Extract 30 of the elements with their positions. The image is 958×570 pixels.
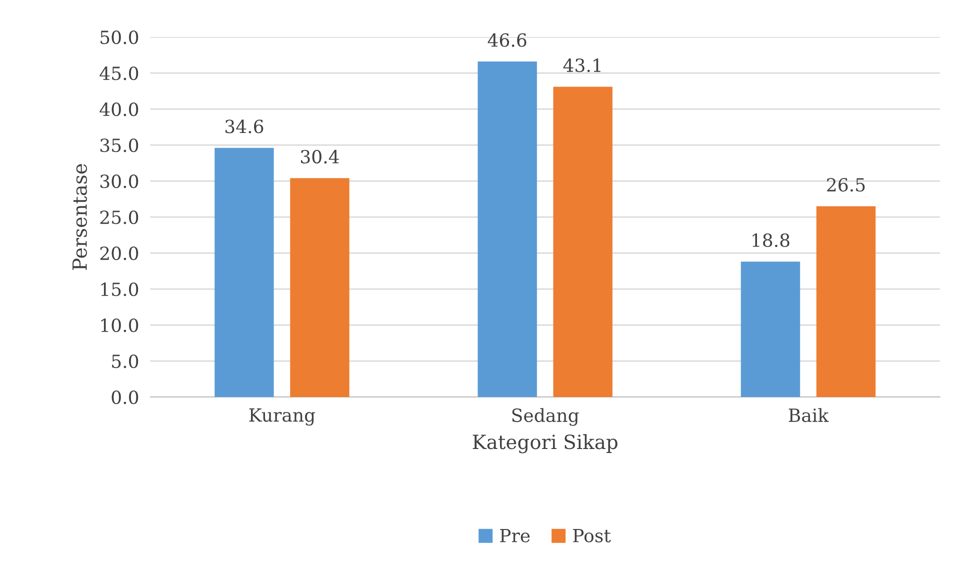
data-label: 43.1 bbox=[563, 58, 600, 72]
data-label: 30.4 bbox=[301, 150, 339, 164]
bar bbox=[816, 206, 876, 398]
y-tick-label: 15.0 bbox=[101, 282, 138, 296]
x-tick-label: Baik bbox=[788, 408, 829, 422]
x-tick-label: Kurang bbox=[249, 408, 316, 426]
data-label: 18.8 bbox=[752, 233, 790, 248]
y-tick-label: 30.0 bbox=[100, 174, 138, 188]
y-tick-label: 25.0 bbox=[100, 210, 138, 224]
legend-label: Post bbox=[573, 528, 611, 542]
data-label: 26.5 bbox=[827, 178, 865, 192]
y-tick-label: 20.0 bbox=[100, 246, 138, 260]
y-tick-label: 5.0 bbox=[112, 354, 138, 368]
y-tick-label: 45.0 bbox=[100, 66, 138, 80]
x-tick-label: Sedang bbox=[512, 408, 579, 426]
bar bbox=[478, 62, 537, 398]
y-tick-label: 35.0 bbox=[100, 138, 138, 152]
x-axis-title: Kategori Sikap bbox=[472, 434, 618, 454]
bar bbox=[290, 178, 350, 398]
bar bbox=[740, 262, 800, 398]
data-label: 34.6 bbox=[225, 120, 264, 134]
bar bbox=[214, 148, 274, 398]
y-tick-label: 10.0 bbox=[101, 318, 138, 332]
data-label: 46.6 bbox=[488, 33, 526, 47]
y-tick-label: 0.0 bbox=[112, 390, 138, 404]
y-tick-label: 40.0 bbox=[100, 102, 138, 116]
legend-label: Pre bbox=[500, 528, 530, 542]
y-tick-label: 50.0 bbox=[100, 30, 138, 44]
y-axis-title: Persentase bbox=[72, 164, 87, 270]
bar bbox=[553, 86, 612, 398]
